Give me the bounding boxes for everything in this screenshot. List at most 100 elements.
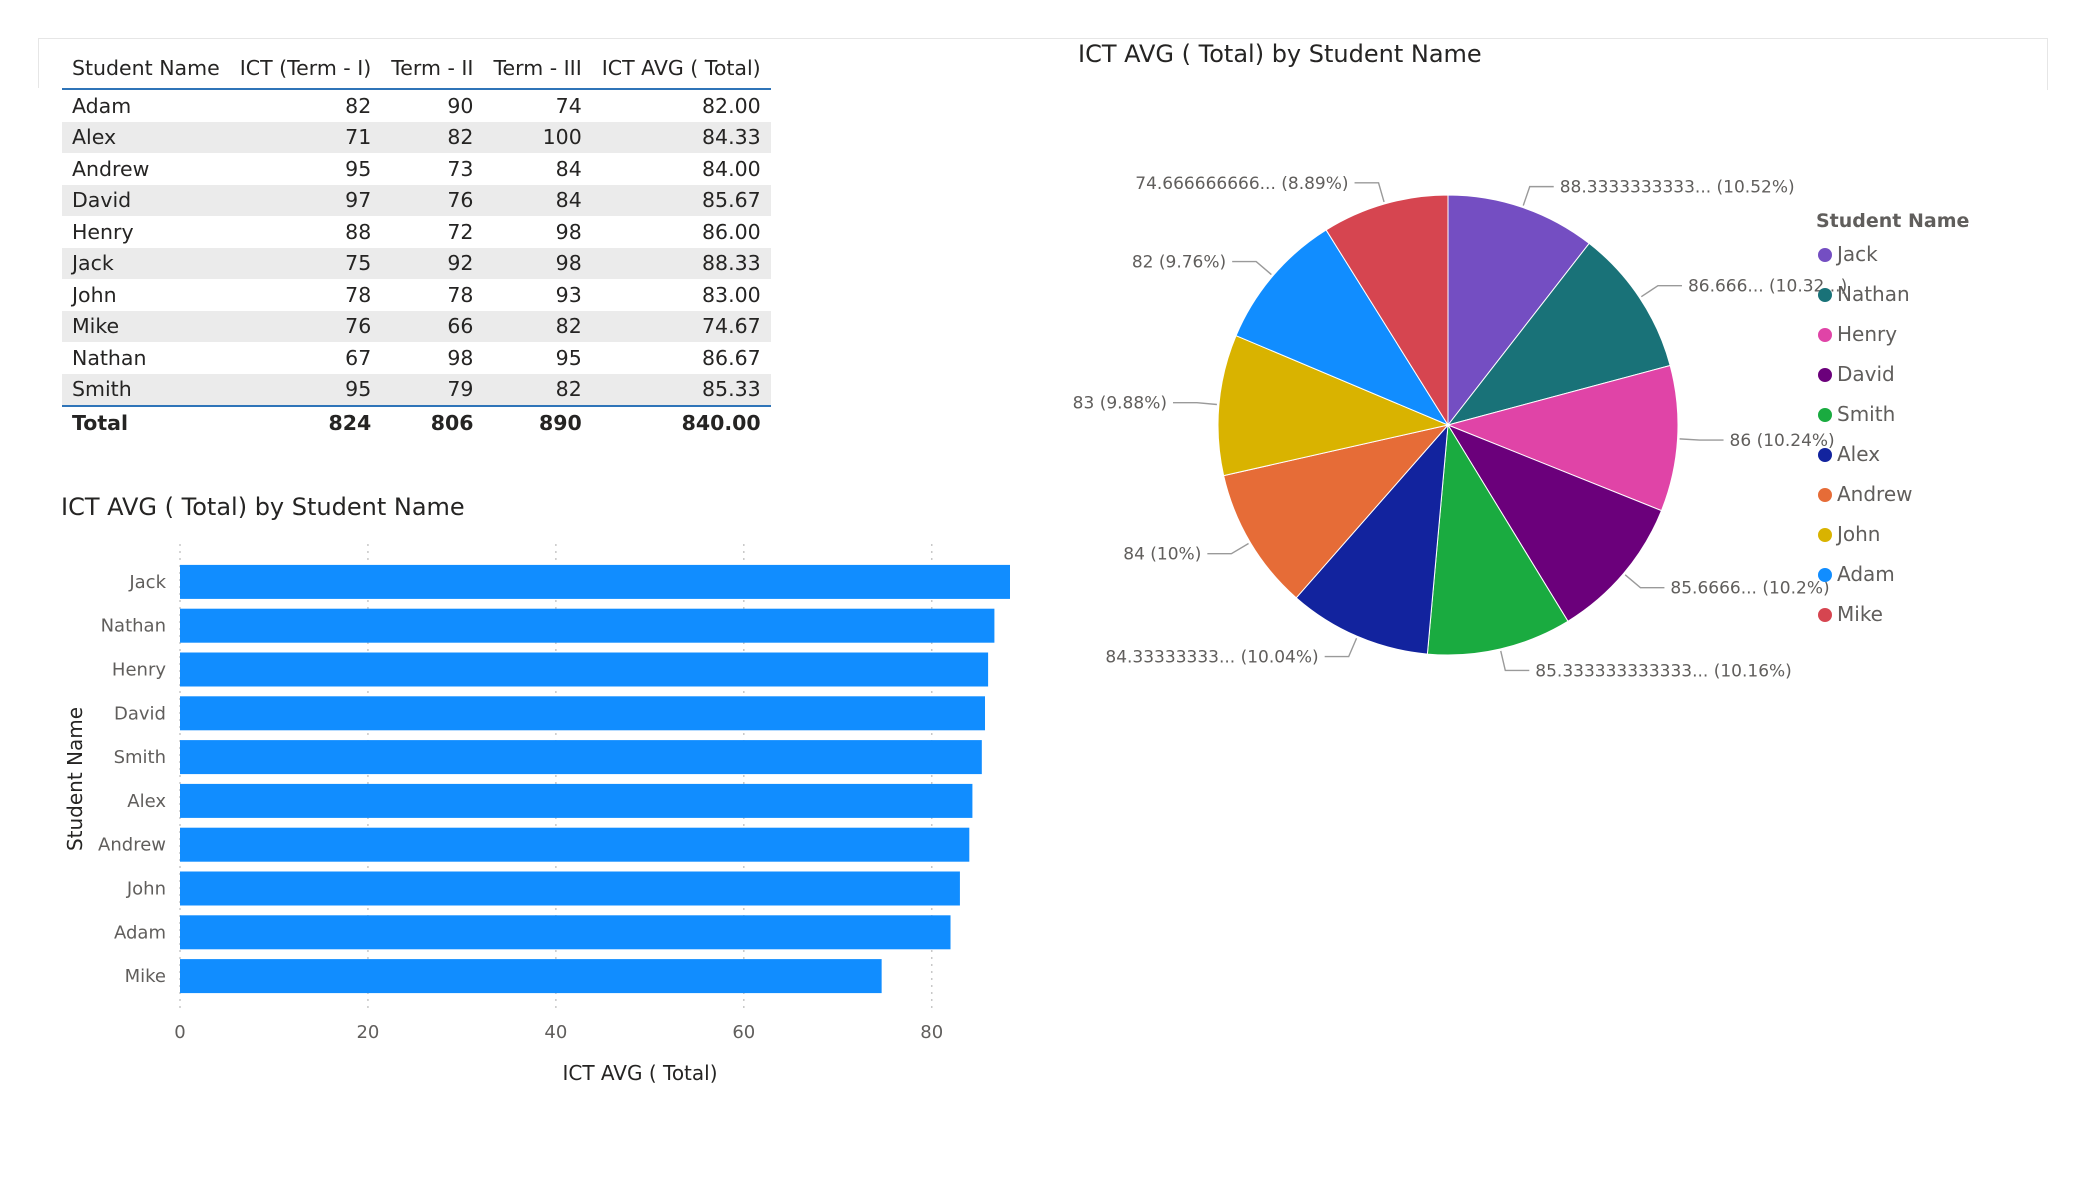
x-tick-label: 60 (732, 1022, 755, 1043)
cell-term2: 72 (447, 219, 474, 244)
table-row[interactable]: Jack 75 92 98 88.33 (62, 247, 771, 279)
pie-data-label: 88.3333333333... (10.52%) (1560, 178, 1795, 198)
pie-slice-smith[interactable] (1426, 423, 1569, 656)
table-row[interactable]: John 78 78 93 83.00 (62, 279, 771, 311)
cell-name: Jack (72, 251, 114, 276)
legend-item-label[interactable]: David (1837, 362, 1895, 386)
legend-marker[interactable] (1818, 608, 1832, 622)
total-term2: 806 (430, 411, 474, 435)
pie-data-label: 86.666... (10.32...) (1688, 277, 1847, 297)
pie-data-label: 74.666666666... (8.89%) (1135, 174, 1348, 194)
cell-name: Mike (72, 314, 120, 339)
table-body: Adam 82 90 74 82.00 Alex 71 82 100 84.33 Andrew 95 7… (62, 89, 771, 406)
column-header-avg[interactable]: ICT AVG ( Total) (601, 56, 761, 80)
pie-slice-nathan[interactable] (1446, 242, 1671, 426)
cell-term1: 97 (345, 188, 372, 213)
cell-avg: 85.33 (702, 377, 761, 402)
table-row[interactable]: David 97 76 84 85.67 (62, 184, 771, 216)
cell-term2: 92 (447, 251, 474, 276)
legend-item-label[interactable]: Smith (1837, 402, 1895, 426)
pie-slice-jack[interactable] (1447, 194, 1590, 427)
pie-slice-adam[interactable] (1235, 229, 1450, 427)
table-row[interactable]: Henry 88 72 98 86.00 (62, 216, 771, 248)
cell-term3: 98 (555, 219, 582, 244)
table-row[interactable]: Alex 71 82 100 84.33 (62, 121, 771, 153)
y-axis-title: Student Name (63, 707, 87, 851)
pie-leader-line (1207, 542, 1249, 555)
bar[interactable] (180, 783, 973, 818)
column-header-term1[interactable]: ICT (Term - I) (239, 56, 372, 80)
legend-marker[interactable] (1818, 488, 1832, 502)
pie-slice-mike[interactable] (1325, 194, 1449, 427)
legend-marker[interactable] (1818, 448, 1832, 462)
cell-term1: 67 (345, 345, 372, 370)
cell-name: David (72, 188, 132, 213)
y-category-label: John (126, 879, 166, 900)
pie-slice-alex[interactable] (1295, 423, 1449, 655)
bar[interactable] (180, 608, 995, 643)
legend-item-label[interactable]: Andrew (1837, 482, 1913, 506)
legend-marker[interactable] (1818, 248, 1832, 262)
y-category-label: Smith (114, 747, 166, 768)
cell-name: Smith (72, 377, 132, 402)
legend-marker[interactable] (1818, 368, 1832, 382)
y-category-label: Alex (127, 791, 166, 812)
pie-slice-andrew[interactable] (1223, 424, 1450, 599)
column-header-term2[interactable]: Term - II (391, 56, 474, 80)
legend-title: Student Name (1816, 210, 1969, 232)
bar[interactable] (180, 696, 986, 731)
y-category-label: Adam (114, 922, 166, 943)
cell-term2: 73 (447, 156, 474, 181)
cell-term1: 76 (345, 314, 372, 339)
legend-marker[interactable] (1818, 568, 1832, 582)
pie-slice-john[interactable] (1217, 335, 1450, 477)
pie-slice-henry[interactable] (1446, 364, 1679, 512)
cell-name: Andrew (72, 156, 150, 181)
legend-item-label[interactable]: Mike (1837, 602, 1883, 626)
legend-marker[interactable] (1818, 528, 1832, 542)
table-row[interactable]: Mike 76 66 82 74.67 (62, 310, 771, 342)
bar[interactable] (180, 740, 982, 775)
y-category-label: Henry (112, 660, 166, 681)
column-header-term3[interactable]: Term - III (493, 56, 582, 80)
legend-marker[interactable] (1818, 328, 1832, 342)
total-term1: 824 (328, 411, 372, 435)
bar[interactable] (180, 564, 1010, 599)
pie-chart: 88.3333333333... (10.52%) 86.666... (10.3… (1073, 174, 1970, 682)
cell-term3: 95 (555, 345, 582, 370)
cell-avg: 88.33 (702, 251, 761, 276)
cell-term2: 78 (447, 282, 474, 307)
bar[interactable] (180, 652, 989, 687)
table-row[interactable]: Nathan 67 98 95 86.67 (62, 342, 771, 374)
column-header-name[interactable]: Student Name (72, 56, 220, 80)
table-row[interactable]: Smith 95 79 82 85.33 (62, 373, 771, 406)
cell-term1: 82 (345, 93, 372, 118)
legend-marker[interactable] (1818, 408, 1832, 422)
legend-marker[interactable] (1818, 288, 1832, 302)
bar[interactable] (180, 959, 882, 994)
pie-slice-david[interactable] (1446, 423, 1663, 622)
y-category-label: Jack (128, 572, 166, 593)
cell-name: Nathan (72, 345, 147, 370)
legend-item-label[interactable]: Nathan (1837, 282, 1910, 306)
cell-term1: 95 (345, 156, 372, 181)
cell-term3: 74 (555, 93, 582, 118)
x-tick-label: 80 (920, 1022, 943, 1043)
pie-leader-line (1500, 650, 1530, 672)
legend-item-label[interactable]: John (1835, 522, 1881, 546)
legend-item-label[interactable]: Jack (1835, 242, 1878, 266)
pie-leader-line (1232, 260, 1272, 276)
cell-avg: 84.33 (702, 125, 761, 150)
bar[interactable] (180, 915, 951, 950)
legend-item-label[interactable]: Alex (1837, 442, 1880, 466)
table-row[interactable]: Andrew 95 73 84 84.00 (62, 153, 771, 185)
legend-item-label[interactable]: Adam (1837, 562, 1895, 586)
pie-leader-line (1679, 438, 1724, 441)
bar[interactable] (180, 871, 960, 906)
pie-data-label: 82 (9.76%) (1132, 253, 1226, 273)
cell-avg: 83.00 (702, 282, 761, 307)
pie-leader-line (1624, 574, 1665, 589)
legend-item-label[interactable]: Henry (1837, 322, 1897, 346)
table-row[interactable]: Adam 82 90 74 82.00 (62, 89, 771, 122)
bar[interactable] (180, 827, 970, 862)
